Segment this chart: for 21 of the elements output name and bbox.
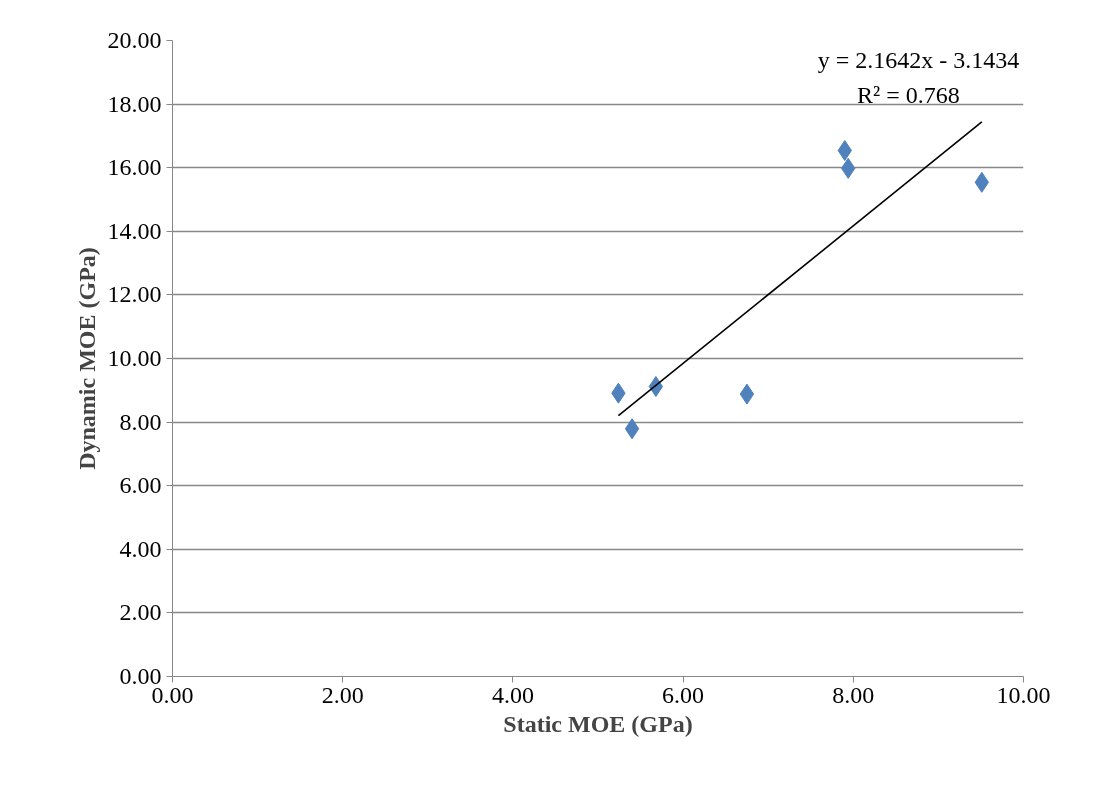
point [739,383,755,405]
y-axis-title: Dynamic MOE (GPa) [73,247,100,470]
x-axis-title: Static MOE (GPa) [503,710,693,737]
y-tick-label: 16.00 [107,154,162,181]
y-tick-label: 18.00 [107,90,162,117]
y-tick-label: 10.00 [107,345,162,371]
y-tick-label: 14.00 [107,217,162,244]
y-tick-label: 4.00 [119,535,162,562]
x-tick-label: 2.00 [321,681,364,708]
x-tick-label: 8.00 [832,681,875,708]
x-tick-label: 6.00 [662,681,705,708]
annotation: y = 2.1642x - 3.1434 [817,46,1020,73]
annotation: R² = 0.768 [856,81,960,108]
x-tick-label: 4.00 [491,681,534,708]
point [624,418,640,440]
y-tick-label: 8.00 [119,408,162,435]
x-tick-label: 10.00 [996,681,1051,708]
y-tick-label: 6.00 [119,472,162,499]
y-tick-label: 2.00 [119,599,162,626]
y-tick-label: 12.00 [107,281,162,308]
y-tick-label: 20.00 [107,27,162,53]
